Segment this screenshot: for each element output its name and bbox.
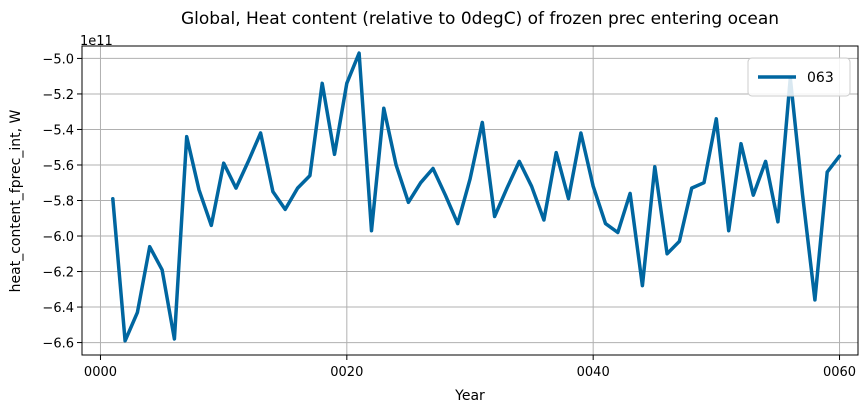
data-point (482, 122, 483, 123)
data-point (309, 175, 310, 176)
data-point (753, 195, 754, 196)
data-point (827, 172, 828, 173)
data-point (543, 220, 544, 221)
data-point (285, 209, 286, 210)
data-point (531, 186, 532, 187)
x-tick-label: 0060 (823, 365, 856, 380)
y-tick-label: −5.2 (42, 88, 74, 103)
data-point (679, 241, 680, 242)
series-063-line-group (111, 51, 842, 343)
data-point (457, 223, 458, 224)
data-point (396, 165, 397, 166)
x-axis-label: Year (454, 388, 485, 404)
y-tick-label: −6.4 (42, 301, 74, 316)
data-point (777, 221, 778, 222)
data-point (359, 53, 360, 54)
data-point (383, 108, 384, 109)
data-point (716, 118, 717, 119)
data-point (211, 225, 212, 226)
legend: 063 (747, 57, 851, 97)
data-point (272, 191, 273, 192)
data-point (605, 223, 606, 224)
x-axis: 0000 0020 0040 0060 (84, 355, 856, 380)
data-point (765, 161, 766, 162)
x-tick-label: 0040 (577, 365, 610, 380)
data-point (174, 339, 175, 340)
data-point (630, 193, 631, 194)
data-point (839, 156, 840, 157)
data-point (322, 83, 323, 84)
x-tick-label: 0020 (330, 365, 363, 380)
data-point (617, 232, 618, 233)
data-point (494, 216, 495, 217)
data-point (433, 168, 434, 169)
data-point (814, 299, 815, 300)
data-point (371, 230, 372, 231)
data-point (186, 136, 187, 137)
y-tick-label: −5.0 (42, 52, 74, 67)
y-tick-label: −5.6 (42, 159, 74, 174)
data-point (125, 340, 126, 341)
legend-label-063: 063 (807, 70, 834, 86)
data-point (346, 83, 347, 84)
data-point (445, 195, 446, 196)
y-tick-label: −5.8 (42, 195, 74, 210)
y-axis-offset-label: 1e11 (80, 34, 113, 49)
data-point (260, 133, 261, 134)
data-point (223, 163, 224, 164)
data-point (728, 230, 729, 231)
y-axis-label: heat_content_fprec_int, W (8, 109, 24, 292)
data-point (654, 166, 655, 167)
data-point (667, 253, 668, 254)
y-tick-label: −6.0 (42, 230, 74, 245)
series-line-063 (111, 51, 842, 343)
data-point (420, 182, 421, 183)
data-point (162, 269, 163, 270)
data-point (236, 188, 237, 189)
data-point (568, 198, 569, 199)
x-tick-label: 0000 (84, 365, 117, 380)
chart-title: Global, Heat content (relative to 0degC)… (181, 9, 779, 29)
data-point (593, 186, 594, 187)
data-point (802, 195, 803, 196)
data-point (642, 285, 643, 286)
data-point (556, 152, 557, 153)
data-point (519, 161, 520, 162)
data-point (297, 188, 298, 189)
legend-box (747, 57, 851, 97)
data-point (248, 161, 249, 162)
data-point (199, 189, 200, 190)
y-tick-label: −6.6 (42, 337, 74, 352)
data-point (334, 154, 335, 155)
data-point (507, 188, 508, 189)
grid-lines (82, 46, 858, 355)
y-axis: −6.6 −6.4 −6.2 −6.0 −5.8 −5.6 −5.4 −5.2 −5.0 (42, 52, 82, 352)
y-tick-label: −6.2 (42, 266, 74, 281)
data-point (149, 246, 150, 247)
data-point (137, 312, 138, 313)
data-point (470, 179, 471, 180)
data-point (112, 198, 113, 199)
y-tick-label: −5.4 (42, 123, 74, 138)
data-point (691, 188, 692, 189)
data-point (408, 202, 409, 203)
data-point (741, 143, 742, 144)
data-point (580, 133, 581, 134)
data-point (704, 182, 705, 183)
